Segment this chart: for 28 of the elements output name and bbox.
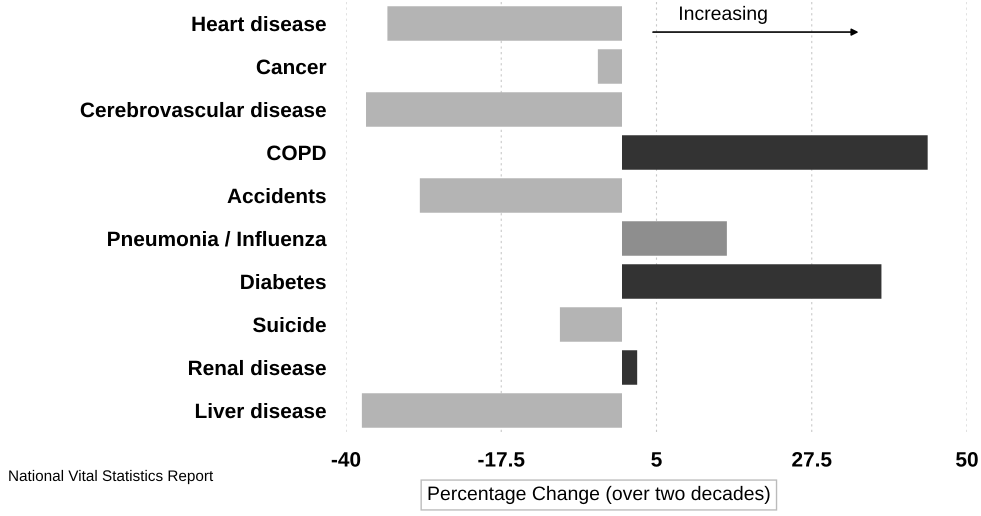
bar: [366, 92, 622, 127]
bar: [420, 178, 622, 213]
x-tick-label: 27.5: [792, 452, 832, 467]
bar: [622, 350, 638, 385]
x-tick-label: -17.5: [478, 452, 524, 467]
x-tick-label: 50: [956, 452, 978, 467]
y-tick-label: Pneumonia / Influenza: [108, 230, 327, 246]
x-tick-label: -40: [332, 452, 360, 467]
y-tick-label: Heart disease: [192, 16, 326, 32]
y-tick-label: Cerebrovascular disease: [80, 102, 326, 118]
bar: [622, 135, 928, 170]
bar: [598, 49, 622, 84]
bar: [622, 264, 882, 299]
bar: [387, 6, 622, 41]
annotation: Increasing: [680, 6, 767, 24]
bar: [622, 221, 727, 256]
y-tick-label: COPD: [267, 146, 326, 160]
y-tick-label: Cancer: [256, 60, 326, 74]
y-tick-label: Accidents: [228, 188, 326, 204]
text: National Vital Statistics Report: [9, 470, 214, 484]
y-tick-label: Diabetes: [241, 274, 326, 290]
x-axis-title: Percentage Change (over two decades): [428, 486, 770, 504]
y-tick-label: Liver disease: [196, 402, 326, 418]
x-tick-label: 5: [651, 452, 662, 467]
y-tick-label: Renal disease: [188, 360, 326, 376]
y-tick-label: Suicide: [253, 316, 326, 332]
bar: [362, 393, 622, 428]
bar: [560, 307, 622, 342]
